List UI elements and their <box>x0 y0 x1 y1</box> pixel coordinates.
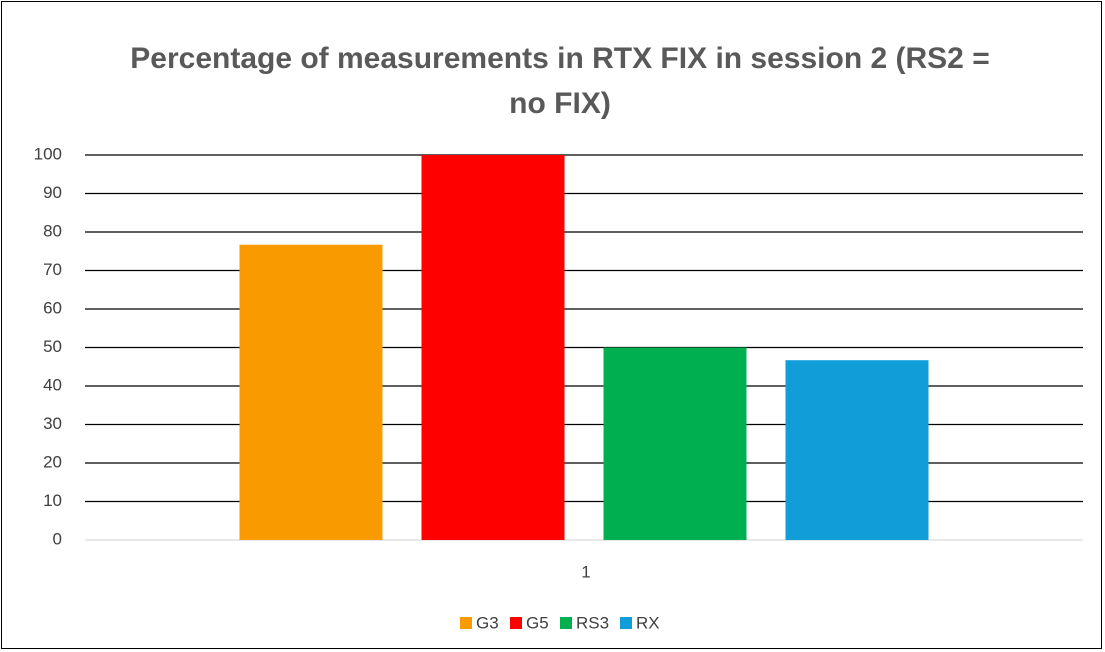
y-tick-label: 60 <box>43 298 62 317</box>
legend-label: G3 <box>476 613 499 632</box>
y-tick-label: 20 <box>43 452 62 471</box>
bar <box>421 155 565 540</box>
bar <box>603 347 747 540</box>
y-tick-label: 50 <box>43 337 62 356</box>
legend-swatch <box>620 617 632 629</box>
legend-label: G5 <box>526 613 549 632</box>
y-tick-label: 30 <box>43 414 62 433</box>
legend-label: RS3 <box>576 613 609 632</box>
y-tick-label: 80 <box>43 221 62 240</box>
legend-swatch <box>460 617 472 629</box>
x-tick-label: 1 <box>581 562 590 581</box>
bar <box>785 360 929 540</box>
y-tick-label: 70 <box>43 260 62 279</box>
legend-swatch <box>510 617 522 629</box>
y-tick-label: 0 <box>53 529 62 548</box>
y-tick-label: 10 <box>43 491 62 510</box>
bar <box>239 244 383 540</box>
legend-label: RX <box>636 613 660 632</box>
y-tick-label: 90 <box>43 183 62 202</box>
y-tick-label: 100 <box>34 144 62 163</box>
legend-swatch <box>560 617 572 629</box>
y-tick-label: 40 <box>43 375 62 394</box>
chart-title: Percentage of measurements in RTX FIX in… <box>130 42 990 120</box>
